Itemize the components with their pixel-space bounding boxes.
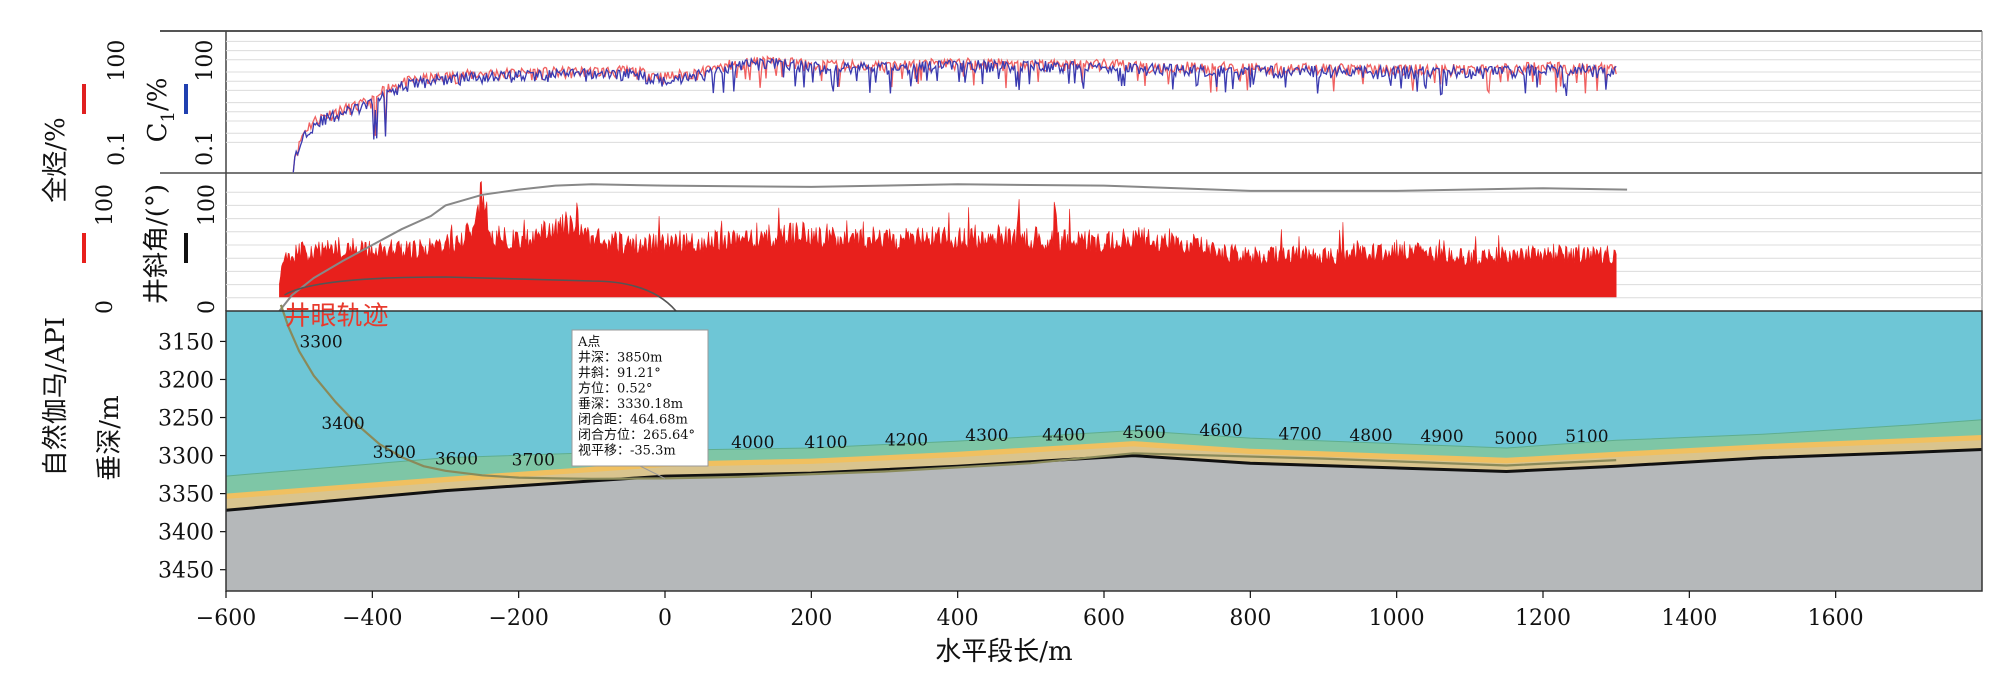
c1-axis-label: C1/% [143,78,179,143]
c1-legend-swatch [184,84,188,114]
md-label: 4600 [1199,421,1242,441]
gas-left-tick-label: 0.1 [105,131,130,166]
tvd-tick-label: 3150 [158,330,214,355]
gas-panel: 0.1 100 0.1 100 [82,40,1982,173]
panel-frames [160,30,1983,311]
x-tick-label: 400 [937,606,979,631]
x-tick-label: 0 [658,606,672,631]
md-label: 3300 [299,333,342,353]
x-tick-label: −600 [196,606,256,631]
tvd-tick-label: 3300 [158,445,214,470]
md-label: 4500 [1123,423,1166,443]
well-trajectory-line [279,304,1617,480]
gas-right-tick-label: 0.1 [193,131,218,166]
md-label: 3400 [321,414,364,434]
c1-unit: /% [143,78,173,111]
gas-right-tick-label: 100 [193,40,218,82]
gamma-left-tick-label: 100 [93,184,118,226]
trajectory-label: 井眼轨迹 [285,302,389,332]
tvd-tick-label: 3450 [158,559,214,584]
point-a-info-box: A点井深：3850m井斜：91.21°方位：0.52°垂深：3330.18m闭合… [571,329,709,467]
x-axis-label: 水平段长/m [935,637,1072,667]
total-hydrocarbon-series-line [292,54,1617,172]
point-a-line: 闭合方位：265.64° [578,427,695,443]
tvd-axis-label: 垂深/m [95,395,125,480]
total-hydrocarbon-legend-swatch [82,84,86,114]
point-a-line: 井深：3850m [578,351,662,366]
md-label: 3500 [373,443,416,463]
x-tick-label: 1200 [1515,606,1571,631]
inclination-legend-swatch [184,233,188,263]
md-label: 5100 [1565,427,1608,447]
inclination-series-line [278,183,1628,312]
gamma-ray-series-area [279,180,1617,298]
point-a-line: 垂深：3330.18m [578,397,683,412]
gamma-panel: 0 100 0 100 [82,180,1982,314]
trajectory-projection-line [284,276,677,312]
point-a-line: 方位：0.52° [578,381,652,397]
incl-right-tick-label: 0 [195,300,220,314]
point-a-box-background [571,329,709,467]
tvd-tick-label: 3350 [158,483,214,508]
md-label: 4800 [1349,426,1392,446]
lower-formation-layer [226,449,1982,591]
tvd-tick-label: 3200 [158,368,214,393]
gas-left-axis-label: 全烃/% [41,117,71,202]
md-label: 4000 [731,433,774,453]
md-label: 4100 [804,433,847,453]
md-label: 4700 [1278,425,1321,445]
md-label: 3700 [512,450,555,470]
point-a-line: 井斜：91.21° [578,366,661,381]
inclination-axis-label: 井斜角/(°) [142,184,172,304]
x-tick-label: 200 [790,606,832,631]
md-label: 5000 [1494,429,1537,449]
md-label: 4900 [1420,427,1463,447]
tvd-tick-label: 3250 [158,407,214,432]
x-tick-label: 1000 [1369,606,1425,631]
md-label: 4200 [885,431,928,451]
tvd-tick-label: 3400 [158,521,214,546]
md-label: 4400 [1042,425,1085,445]
axes: 全烃/% 自然伽马/API 井斜角/(°) C1/% 垂深/m 水平段长/m [41,78,1073,667]
point-a-line: 视平移：-35.3m [578,444,676,459]
gamma-left-tick-label: 0 [93,300,118,314]
x-tick-label: −200 [488,606,548,631]
point-a-leader-line [639,465,666,479]
gamma-left-axis-label: 自然伽马/API [41,317,71,476]
gamma-legend-swatch [82,233,86,263]
x-tick-label: −400 [342,606,402,631]
c1-subscript: 1 [158,111,179,122]
x-tick-label: 800 [1229,606,1271,631]
md-label: 4300 [965,426,1008,446]
x-tick-label: 600 [1083,606,1125,631]
x-tick-label: 1400 [1661,606,1717,631]
point-a-line: 闭合距：464.68m [578,413,688,428]
c1-series-line [292,56,1617,173]
md-label: 3600 [435,450,478,470]
point-a-line: A点 [577,335,600,350]
incl-right-tick-label: 100 [195,184,220,226]
x-tick-label: 1600 [1808,606,1864,631]
gas-left-tick-label: 100 [105,40,130,82]
